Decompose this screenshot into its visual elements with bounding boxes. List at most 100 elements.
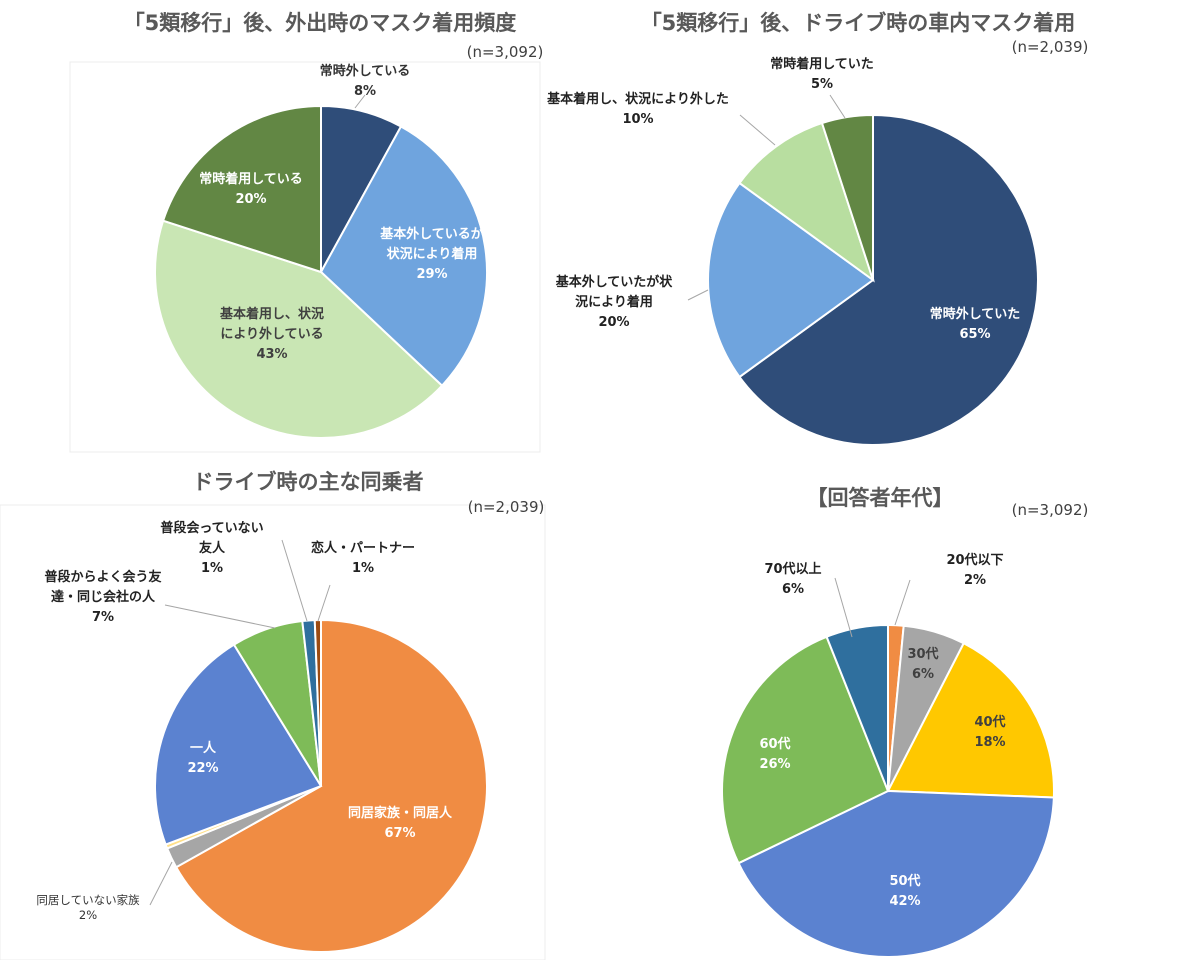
pie-slice [886, 641, 1055, 799]
slice-label: 70代以上 6% [764, 561, 821, 597]
slice-percent: 20% [235, 192, 266, 207]
chart-2-title: 「5類移行」後、ドライブ時の車内マスク着用 [641, 11, 1076, 35]
slice-name: 30代 [907, 646, 938, 662]
slice-name: 40代 [974, 714, 1005, 730]
chart-1-slices [154, 104, 488, 439]
respondent-age-pie-chart: 【回答者年代】 (n=3,092) 20代以下 2%30代 6%40代 18%50代 4… [721, 486, 1089, 958]
leader-line [354, 94, 366, 109]
leader-line [894, 579, 911, 626]
pie-slice [154, 219, 444, 439]
slice-label: 30代 6% [907, 646, 938, 682]
slice-label: 常時着用していた 5% [770, 56, 874, 92]
slice-percent: 7% [92, 610, 114, 625]
pie-slice [154, 643, 323, 846]
pie-slice [706, 181, 875, 379]
slice-label: 基本外していたが状況により着用 20% [555, 274, 674, 330]
slice-name: 基本着用し、状況 [219, 306, 324, 322]
leader-line [687, 289, 709, 301]
slice-name: 同居家族・同居人 [348, 805, 453, 821]
pie-slice [738, 113, 1039, 446]
slice-label: 基本外しているが状況により着用 29% [379, 226, 484, 282]
slice-label: 常時外している 8% [320, 63, 411, 99]
chart-2-sample-size: (n=2,039) [1012, 38, 1089, 56]
slice-label: 50代 42% [889, 873, 920, 909]
panel-3-frame [0, 504, 546, 960]
slice-percent: 29% [416, 267, 447, 282]
slice-name: 60代 [759, 736, 790, 752]
pie-slice [825, 623, 889, 792]
slice-label: 40代 18% [974, 714, 1005, 750]
pie-slice [721, 635, 890, 865]
chart-4-labels: 20代以下 2%30代 6%40代 18%50代 42%60代 26%70代以上 6% [759, 552, 1005, 909]
chart-1-labels: 常時外している 8% 基本外しているが状況により着用 29% 基本着用し、状況により外し… [199, 63, 484, 362]
slice-name: 70代以上 [764, 561, 821, 577]
leader-line [281, 539, 308, 622]
pie-slice [174, 618, 488, 953]
slice-label: 一人 22% [187, 740, 218, 776]
slice-percent: 26% [759, 757, 790, 772]
slice-name: 況により着用 [575, 294, 653, 310]
slice-percent: 67% [384, 826, 415, 841]
pie-slice [737, 789, 1055, 958]
slice-name: 常時着用している [199, 171, 303, 187]
slice-label: 基本着用し、状況により外した 10% [546, 91, 729, 127]
pie-slice [820, 113, 874, 281]
slice-label: 60代 26% [759, 736, 790, 772]
slice-percent: 22% [187, 761, 218, 776]
slice-percent: 1% [352, 561, 374, 576]
mask-drive-pie-chart: 「5類移行」後、ドライブ時の車内マスク着用 (n=2,039) 常時外していた 6… [546, 11, 1089, 446]
slice-percent: 20% [598, 315, 629, 330]
mask-outing-pie-chart: 「5類移行」後、外出時のマスク着用頻度 (n=3,092) 常時外している 8% 基… [124, 11, 544, 439]
slice-name: 状況により着用 [387, 246, 478, 262]
chart-1-sample-size: (n=3,092) [467, 43, 544, 61]
leader-line [164, 604, 276, 629]
chart-4-sample-size: (n=3,092) [1012, 501, 1089, 519]
slice-name: 常時着用していた [770, 56, 874, 72]
slice-name: 普段からよく会う友 [44, 569, 161, 585]
slice-percent: 6% [782, 582, 804, 597]
slice-name: 基本外していたが状 [555, 274, 674, 290]
slice-percent: 43% [256, 347, 287, 362]
slice-name: 普段会っていない [160, 520, 263, 536]
slice-name: 基本外しているが [379, 226, 484, 242]
slice-name: 同居していない家族 [36, 893, 140, 907]
slice-label: 同居家族・同居人 67% [348, 805, 453, 841]
slice-label: 基本着用し、状況により外している 43% [219, 306, 324, 362]
slice-label: 恋人・パートナー 1% [311, 540, 415, 576]
slice-label: 常時外していた 65% [930, 306, 1021, 342]
slice-label: 20代以下 2% [946, 552, 1003, 588]
slice-name: 常時外している [320, 63, 411, 79]
chart-2-labels: 常時外していた 65% 基本外していたが状況により着用 20% 基本着用し、状況により外… [546, 56, 1020, 342]
slice-name: 20代以下 [946, 552, 1003, 568]
leader-line [149, 861, 173, 906]
slice-percent: 2% [79, 908, 97, 922]
slice-percent: 10% [622, 112, 653, 127]
slice-percent: 65% [959, 327, 990, 342]
slice-percent: 6% [912, 667, 934, 682]
pie-slice [738, 121, 875, 283]
slice-name: 達・同じ会社の人 [51, 589, 156, 605]
chart-3-labels: 同居家族・同居人 67% 同居していない家族 2% 一人 22% 普段からよく会う友達・同じ… [36, 520, 453, 922]
chart-3-slices [154, 618, 488, 953]
slice-percent: 1% [201, 561, 223, 576]
slice-name: により外している [220, 326, 323, 342]
slice-label: 同居していない家族 2% [36, 893, 140, 922]
pie-slice [319, 125, 488, 388]
leader-line [834, 577, 853, 638]
chart-4-slices [721, 623, 1055, 958]
chart-2-slices [706, 113, 1039, 446]
slice-label: 常時着用している 20% [199, 171, 303, 207]
slice-percent: 18% [974, 735, 1005, 750]
passenger-pie-chart: ドライブ時の主な同乗者 (n=2,039) 同居家族・同居人 67% 同居していない… [36, 470, 545, 953]
slice-label: 普段会っていない友人 1% [160, 520, 263, 576]
leader-line [739, 114, 776, 146]
slice-percent: 2% [964, 573, 986, 588]
slice-name: 基本着用し、状況により外した [546, 91, 729, 107]
chart-3-sample-size: (n=2,039) [468, 498, 545, 516]
slice-percent: 42% [889, 894, 920, 909]
slice-name: 常時外していた [930, 306, 1021, 322]
slice-name: 一人 [190, 740, 217, 756]
panel-1-frame [69, 61, 541, 453]
leader-line [829, 94, 846, 119]
